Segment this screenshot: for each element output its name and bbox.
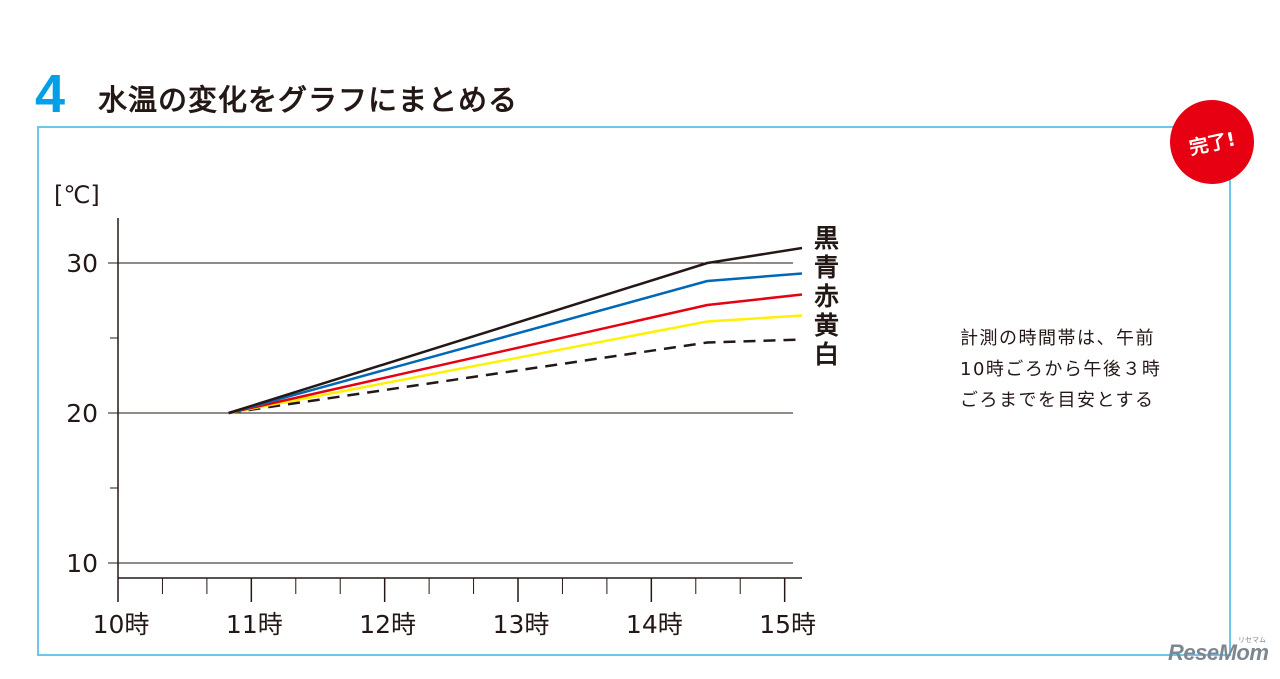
y-unit-label: [℃] [54,181,100,209]
series-line-1 [228,246,803,415]
step-number: 4 [35,64,66,124]
note-line: 計測の時間帯は、午前 [960,328,1155,349]
series-line-3 [228,293,803,415]
legend-label: 赤 [814,282,839,311]
x-tick-label: 11時 [226,610,283,639]
y-tick-label: 30 [66,249,98,278]
brand-logo: ReseMom [1168,640,1269,665]
x-tick-label: 14時 [626,610,683,639]
x-tick-label: 12時 [359,610,416,639]
legend-label: 黄 [814,311,839,340]
note-line: 10時ごろから午後３時 [960,359,1162,380]
legend-label: 黒 [814,224,839,253]
measurement-note: 計測の時間帯は、午前 10時ごろから午後３時 ごろまでを目安とする [960,323,1200,416]
note-line: ごろまでを目安とする [960,390,1155,411]
x-tick-label: 13時 [493,610,550,639]
series-line-4 [228,314,803,415]
content-frame [37,126,1231,656]
legend-label: 白 [814,340,839,369]
y-tick-label: 10 [66,549,98,578]
page-title: 水温の変化をグラフにまとめる [98,83,519,117]
series-line-2 [228,272,803,415]
brand-logo-small: リセマム [1238,636,1266,644]
y-tick-label: 20 [66,399,98,428]
x-tick-label: 15時 [759,610,816,639]
legend-label: 青 [814,253,839,282]
series-line-5 [228,338,803,415]
x-tick-label: 10時 [93,610,150,639]
